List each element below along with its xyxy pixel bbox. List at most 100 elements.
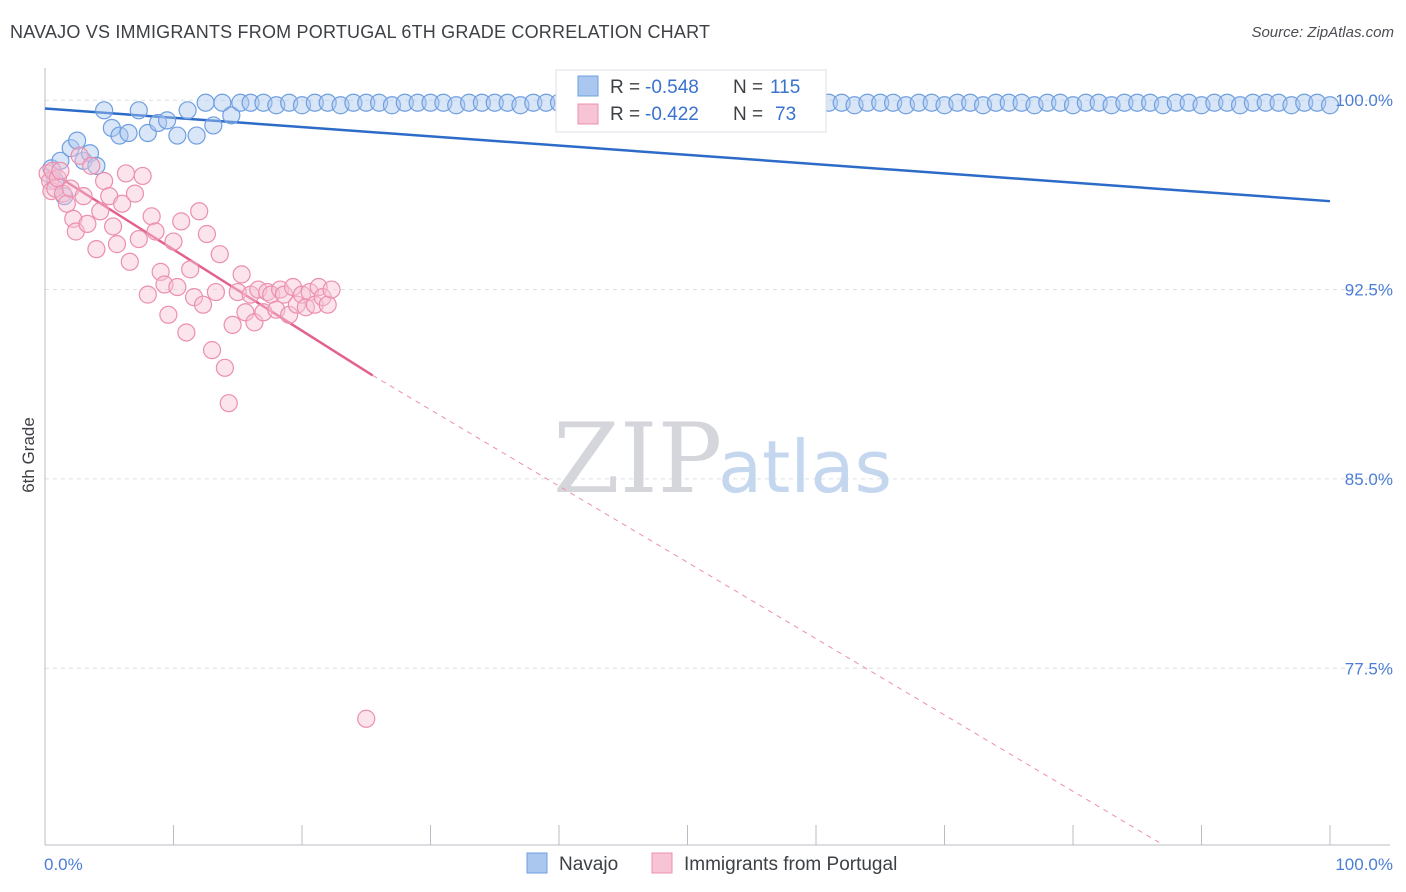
navajo-point-23 [222, 106, 241, 125]
portugal-point-37 [177, 323, 196, 342]
y-tick-label-3: 77.5% [1345, 659, 1393, 678]
navajo-point-12 [119, 123, 138, 143]
navajo-point-17 [168, 126, 187, 145]
portugal-point-23 [116, 164, 136, 183]
portugal-point-43 [202, 341, 222, 360]
y-tick-label-0: 100.0% [1335, 91, 1393, 110]
legend-r-value-1: -0.548 [645, 77, 699, 98]
legend-r-value-2: -0.422 [645, 104, 699, 125]
portugal-point-71 [322, 280, 341, 299]
navajo-point-74 [871, 93, 890, 112]
x-tick-labels: 0.0% 100.0% [44, 855, 1393, 874]
portugal-point-38 [181, 260, 200, 279]
navajo-point-73 [858, 93, 877, 112]
legend-swatch-portugal [577, 103, 599, 125]
portugal-point-12 [70, 146, 89, 165]
y-tick-labels: 100.0% 92.5% 85.0% 77.5% [1335, 91, 1393, 678]
portugal-point-40 [190, 202, 209, 221]
navajo-point-44 [485, 93, 504, 112]
trend-line-portugal-extension [372, 374, 1160, 843]
portugal-point-51 [236, 303, 255, 322]
legend-swatch-navajo [577, 75, 599, 97]
portugal-point-47 [219, 394, 238, 413]
portugal-points [38, 146, 376, 728]
source-label: Source: ZipAtlas.com [1251, 24, 1394, 41]
navajo-point-8 [87, 156, 106, 175]
navajo-point-77 [909, 93, 928, 112]
legend-n-value-2: 73 [775, 104, 796, 125]
bottom-legend-label-portugal: Immigrants from Portugal [684, 854, 897, 875]
portugal-point-70 [318, 295, 337, 314]
portugal-point-26 [129, 229, 148, 249]
chart-title: NAVAJO VS IMMIGRANTS FROM PORTUGAL 6TH G… [10, 22, 711, 42]
legend-r-label-2: R = [610, 104, 640, 125]
portugal-point-27 [133, 166, 152, 186]
navajo-point-109 [1320, 96, 1340, 115]
bottom-legend-swatch-navajo [526, 852, 548, 874]
portugal-point-17 [91, 202, 110, 221]
axes [44, 68, 1390, 846]
portugal-point-14 [78, 214, 97, 234]
watermark: ZIP atlas [553, 403, 892, 515]
navajo-point-21 [204, 116, 223, 135]
navajo-point-18 [178, 101, 197, 120]
navajo-point-34 [357, 93, 376, 112]
portugal-point-21 [107, 235, 127, 254]
portugal-point-35 [168, 277, 187, 297]
portugal-point-28 [138, 285, 157, 304]
y-tick-label-1: 92.5% [1345, 281, 1393, 300]
legend-r-label-1: R = [610, 77, 640, 98]
navajo-point-5 [68, 131, 87, 150]
navajo-point-9 [95, 101, 114, 120]
portugal-point-41 [193, 295, 213, 314]
portugal-point-6 [51, 161, 70, 180]
bottom-legend: Navajo Immigrants from Portugal [526, 852, 897, 875]
x-tick-label-1: 100.0% [1335, 855, 1393, 874]
navajo-point-84 [999, 93, 1018, 112]
navajo-point-13 [129, 101, 148, 120]
portugal-point-8 [57, 194, 76, 213]
navajo-point-100 [1205, 93, 1224, 112]
legend-n-label-2: N = [733, 104, 763, 125]
portugal-point-25 [125, 184, 145, 203]
portugal-point-15 [82, 156, 101, 175]
stats-legend: R = -0.548 N = 115 R = -0.422 N = 73 [555, 69, 827, 133]
navajo-point-97 [1166, 93, 1185, 112]
x-tick-label-0: 0.0% [44, 855, 83, 874]
portugal-point-44 [206, 282, 226, 302]
navajo-point-94 [1128, 93, 1147, 112]
portugal-point-16 [87, 240, 106, 259]
portugal-point-36 [172, 212, 191, 231]
portugal-point-13 [74, 187, 93, 206]
portugal-point-50 [232, 265, 251, 284]
navajo-point-24 [231, 93, 250, 112]
navajo-point-16 [157, 111, 177, 130]
grid-lines [45, 99, 1390, 669]
legend-box [555, 69, 827, 133]
portugal-point-42 [197, 224, 217, 244]
navajo-point-83 [986, 93, 1006, 112]
portugal-point-45 [210, 245, 229, 264]
navajo-point-87 [1038, 93, 1057, 112]
trend-line-navajo [44, 107, 1331, 203]
navajo-point-19 [187, 126, 206, 145]
navajo-point-43 [472, 93, 491, 112]
portugal-point-30 [146, 222, 165, 241]
bottom-legend-swatch-portugal [651, 852, 673, 874]
navajo-point-39 [421, 93, 440, 112]
navajo-point-104 [1256, 93, 1275, 112]
watermark-zip: ZIP [553, 403, 722, 515]
portugal-point-18 [95, 171, 114, 191]
portugal-point-72 [357, 709, 376, 728]
navajo-point-22 [213, 93, 232, 112]
navajo-point-20 [196, 93, 215, 112]
portugal-point-46 [215, 358, 234, 377]
portugal-point-67 [305, 295, 324, 314]
portugal-point-34 [164, 232, 183, 251]
legend-n-value-1: 115 [770, 77, 800, 98]
navajo-point-90 [1076, 93, 1095, 112]
navajo-point-107 [1295, 93, 1314, 112]
navajo-point-38 [408, 93, 427, 112]
navajo-point-48 [537, 93, 556, 112]
